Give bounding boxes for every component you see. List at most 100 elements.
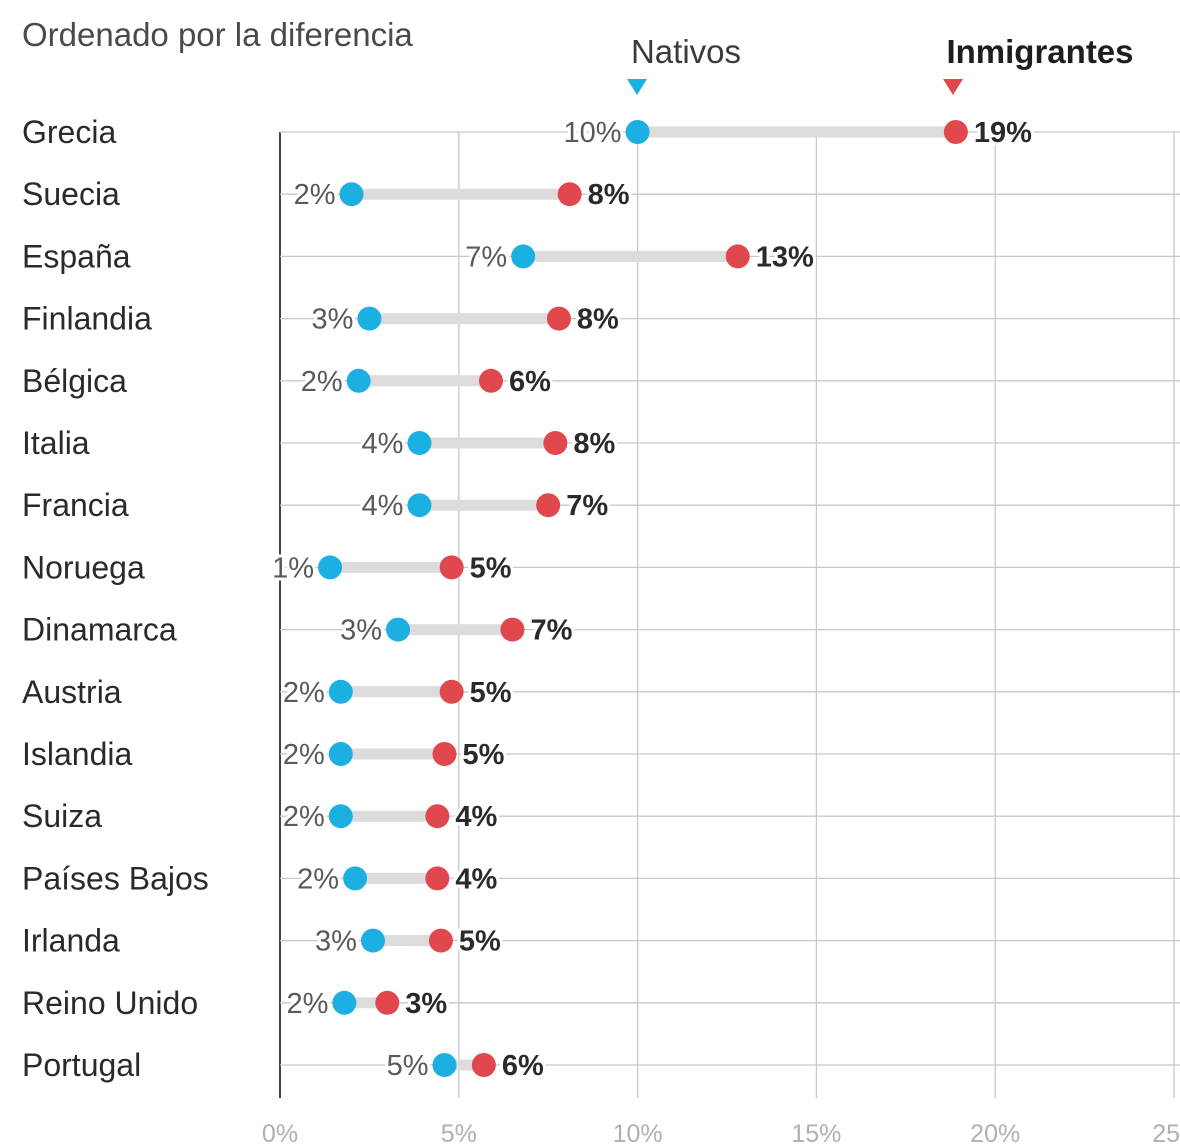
inmigrantes-value-label: 6%: [509, 366, 551, 398]
nativos-point: [386, 617, 411, 642]
x-tick-label: 25: [1152, 1120, 1180, 1146]
row-islandia: Islandia 2% 5%: [22, 736, 508, 774]
nativos-value-label: 4%: [362, 490, 404, 522]
row-portugal: Portugal 5% 6%: [22, 1047, 547, 1085]
nativos-value-label: 1%: [272, 552, 314, 584]
row-finlandia: Finlandia 3% 8%: [22, 301, 622, 339]
x-axis-ticks: 0% 5% 10% 15% 20% 25: [262, 1120, 1180, 1146]
country-label: Austria: [22, 674, 122, 710]
nativos-point: [328, 804, 353, 829]
nativos-value-label: 10%: [564, 117, 622, 149]
inmigrantes-value-label: 7%: [566, 490, 608, 522]
country-label: Bélgica: [22, 363, 127, 399]
nativos-point: [357, 306, 382, 331]
country-label: Suiza: [22, 798, 102, 834]
inmigrantes-point: [432, 742, 457, 766]
country-label: Portugal: [22, 1047, 141, 1083]
nativos-point: [339, 182, 364, 207]
inmigrantes-value-label: 6%: [502, 1050, 544, 1082]
nativos-point: [328, 679, 353, 704]
inmigrantes-point: [471, 1053, 496, 1077]
inmigrantes-value-label: 3%: [405, 988, 447, 1020]
nativos-value-label: 2%: [286, 988, 328, 1020]
inmigrantes-point: [500, 617, 525, 642]
legend: Nativos Inmigrantes: [627, 33, 1134, 95]
inmigrantes-point: [375, 990, 400, 1015]
nativos-point: [511, 244, 536, 269]
country-label: Países Bajos: [22, 860, 209, 896]
nativos-value-label: 3%: [311, 304, 353, 336]
x-tick-label: 0%: [262, 1120, 298, 1146]
inmigrantes-value-label: 5%: [459, 926, 501, 958]
inmigrantes-value-label: 5%: [462, 739, 504, 771]
nativos-point: [407, 431, 432, 455]
inmigrantes-value-label: 8%: [573, 428, 615, 460]
nativos-value-label: 2%: [297, 863, 339, 895]
nativos-value-label: 4%: [362, 428, 404, 460]
inmigrantes-point: [478, 368, 503, 393]
nativos-point: [328, 742, 353, 766]
row-suiza: Suiza 2% 4%: [22, 798, 500, 836]
nativos-value-label: 3%: [315, 926, 357, 958]
legend-nativos-label: Nativos: [631, 33, 741, 70]
nativos-point: [346, 368, 371, 393]
inmigrantes-point: [439, 555, 464, 580]
x-tick-label: 10%: [613, 1120, 663, 1146]
row-bélgica: Bélgica 2% 6%: [22, 363, 554, 401]
inmigrantes-point: [943, 120, 968, 144]
nativos-point: [318, 555, 343, 580]
country-label: Irlanda: [22, 923, 120, 959]
x-tick-label: 20%: [970, 1120, 1020, 1146]
nativos-value-label: 2%: [283, 739, 325, 771]
nativos-point: [343, 866, 368, 891]
nativos-value-label: 7%: [465, 241, 507, 273]
row-países-bajos: Países Bajos 2% 4%: [22, 860, 500, 898]
inmigrantes-point: [439, 679, 464, 704]
country-label: Grecia: [22, 114, 116, 150]
nativos-point: [360, 928, 385, 953]
row-francia: Francia 4% 7%: [22, 487, 611, 525]
nativos-point: [625, 120, 650, 144]
inmigrantes-value-label: 8%: [588, 179, 630, 211]
country-label: Reino Unido: [22, 985, 198, 1021]
legend-nativos-marker: [627, 79, 647, 95]
rows: Grecia 10% 19% Suecia 2% 8% España 7% 13% Finland…: [22, 114, 1035, 1085]
inmigrantes-value-label: 7%: [530, 615, 572, 647]
country-label: Dinamarca: [22, 612, 177, 648]
inmigrantes-point: [425, 866, 450, 891]
inmigrantes-point: [546, 306, 571, 331]
nativos-point: [332, 990, 357, 1015]
country-label: Islandia: [22, 736, 133, 772]
row-italia: Italia 4% 8%: [22, 425, 618, 463]
x-tick-label: 15%: [791, 1120, 841, 1146]
inmigrantes-value-label: 13%: [756, 241, 814, 273]
legend-inmigrantes-marker: [943, 79, 963, 95]
inmigrantes-value-label: 19%: [974, 117, 1032, 149]
row-suecia: Suecia 2% 8%: [22, 176, 633, 214]
row-españa: España 7% 13%: [22, 238, 817, 276]
inmigrantes-point: [428, 928, 453, 953]
row-irlanda: Irlanda 3% 5%: [22, 923, 504, 961]
nativos-point: [432, 1053, 457, 1077]
country-label: Finlandia: [22, 301, 152, 337]
nativos-value-label: 2%: [283, 677, 325, 709]
chart-subtitle: Ordenado por la diferencia: [22, 16, 413, 53]
nativos-value-label: 2%: [294, 179, 336, 211]
nativos-value-label: 2%: [283, 801, 325, 833]
inmigrantes-point: [425, 804, 450, 829]
row-noruega: Noruega 1% 5%: [22, 549, 515, 587]
country-label: España: [22, 238, 131, 274]
row-austria: Austria 2% 5%: [22, 674, 515, 712]
inmigrantes-value-label: 4%: [455, 801, 497, 833]
country-label: Italia: [22, 425, 90, 461]
nativos-value-label: 2%: [301, 366, 343, 398]
inmigrantes-value-label: 8%: [577, 304, 619, 336]
country-label: Francia: [22, 487, 129, 523]
inmigrantes-value-label: 4%: [455, 863, 497, 895]
legend-inmigrantes-label: Inmigrantes: [946, 33, 1133, 70]
nativos-value-label: 3%: [340, 615, 382, 647]
x-tick-label: 5%: [441, 1120, 477, 1146]
grid-lines: [279, 131, 1180, 1098]
nativos-point: [407, 493, 432, 518]
